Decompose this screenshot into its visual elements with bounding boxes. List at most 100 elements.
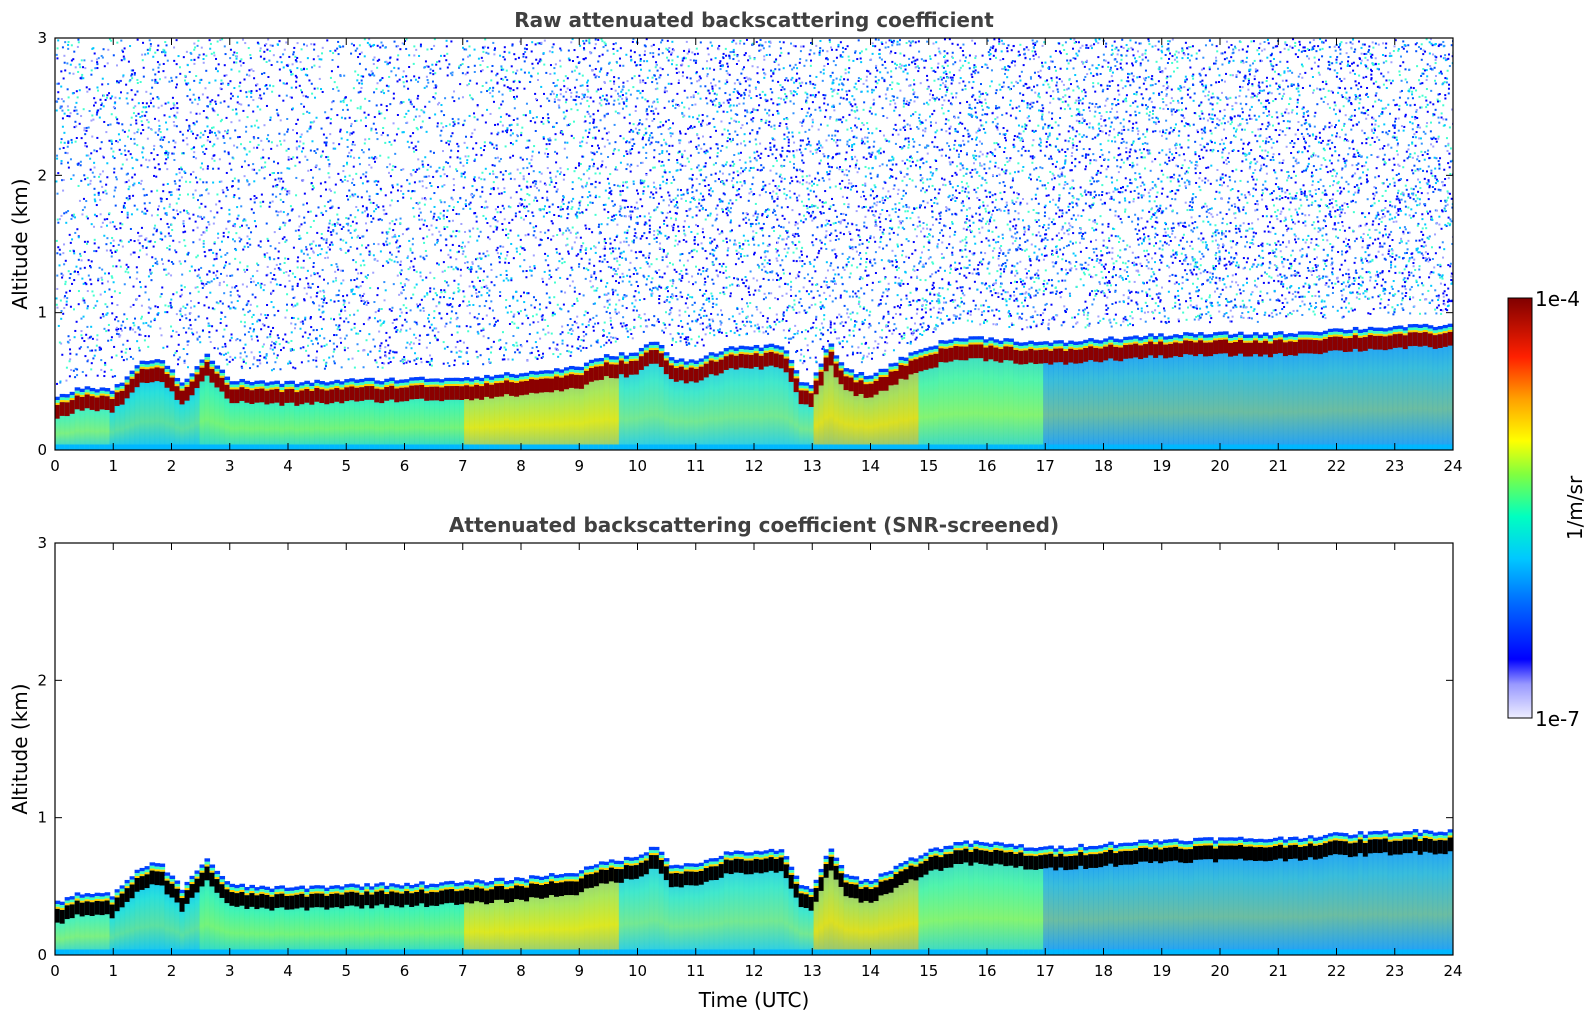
- noise-pixel: [332, 88, 335, 91]
- noise-pixel: [81, 370, 84, 373]
- noise-pixel: [372, 242, 375, 245]
- noise-pixel: [270, 300, 273, 303]
- noise-pixel: [373, 210, 376, 213]
- noise-pixel: [213, 143, 216, 146]
- noise-pixel: [245, 125, 248, 128]
- noise-pixel: [458, 325, 461, 328]
- noise-pixel: [557, 267, 560, 270]
- noise-pixel: [487, 337, 490, 340]
- noise-pixel: [214, 100, 217, 103]
- noise-pixel: [504, 257, 507, 260]
- noise-pixel: [578, 96, 581, 99]
- noise-pixel: [189, 318, 192, 321]
- noise-pixel: [357, 332, 360, 335]
- noise-pixel: [482, 328, 485, 331]
- noise-pixel: [434, 336, 437, 339]
- noise-pixel: [539, 209, 542, 212]
- noise-pixel: [83, 129, 86, 132]
- noise-pixel: [77, 41, 80, 44]
- noise-pixel: [608, 298, 611, 301]
- noise-pixel: [97, 193, 100, 196]
- noise-pixel: [89, 278, 92, 281]
- noise-pixel: [365, 222, 368, 225]
- noise-pixel: [68, 277, 71, 280]
- noise-pixel: [129, 227, 132, 230]
- noise-pixel: [80, 317, 83, 320]
- noise-pixel: [66, 297, 69, 300]
- noise-pixel: [208, 81, 211, 84]
- noise-pixel: [368, 195, 371, 198]
- noise-pixel: [296, 156, 299, 159]
- noise-pixel: [552, 92, 555, 95]
- noise-pixel: [209, 210, 212, 213]
- noise-pixel: [519, 238, 522, 241]
- noise-pixel: [496, 72, 499, 75]
- noise-pixel: [186, 366, 189, 369]
- noise-pixel: [294, 74, 297, 77]
- noise-pixel: [278, 40, 281, 43]
- noise-pixel: [602, 203, 605, 206]
- noise-pixel: [555, 251, 558, 254]
- noise-pixel: [162, 138, 165, 141]
- noise-pixel: [118, 148, 121, 151]
- noise-pixel: [495, 176, 498, 179]
- noise-pixel: [578, 162, 581, 165]
- noise-pixel: [592, 302, 595, 305]
- noise-pixel: [399, 271, 402, 274]
- noise-pixel: [364, 138, 367, 141]
- noise-pixel: [455, 266, 458, 269]
- noise-pixel: [193, 146, 196, 149]
- noise-pixel: [264, 314, 267, 317]
- noise-pixel: [239, 352, 242, 355]
- noise-pixel: [523, 60, 526, 63]
- noise-pixel: [100, 225, 103, 228]
- noise-pixel: [107, 83, 110, 86]
- noise-pixel: [566, 227, 569, 230]
- noise-pixel: [186, 303, 189, 306]
- noise-pixel: [302, 322, 305, 325]
- noise-pixel: [175, 291, 178, 294]
- noise-pixel: [244, 333, 247, 336]
- noise-pixel: [265, 222, 268, 225]
- noise-pixel: [299, 140, 302, 143]
- noise-pixel: [94, 349, 97, 352]
- noise-pixel: [623, 155, 626, 158]
- noise-pixel: [312, 302, 315, 305]
- noise-pixel: [382, 126, 385, 129]
- noise-pixel: [376, 259, 379, 262]
- noise-pixel: [190, 130, 193, 133]
- noise-pixel: [206, 139, 209, 142]
- noise-pixel: [534, 236, 537, 239]
- noise-pixel: [591, 144, 594, 147]
- noise-pixel: [114, 249, 117, 252]
- noise-pixel: [320, 297, 323, 300]
- noise-pixel: [285, 41, 288, 44]
- noise-pixel: [553, 98, 556, 101]
- noise-pixel: [619, 241, 622, 244]
- noise-pixel: [293, 296, 296, 299]
- noise-pixel: [312, 250, 315, 253]
- noise-pixel: [393, 351, 396, 354]
- noise-pixel: [128, 185, 131, 188]
- noise-pixel: [514, 290, 517, 293]
- noise-pixel: [508, 322, 511, 325]
- noise-pixel: [577, 347, 580, 350]
- noise-pixel: [362, 259, 365, 262]
- noise-pixel: [291, 272, 294, 275]
- noise-pixel: [578, 263, 581, 266]
- noise-pixel: [88, 110, 91, 113]
- noise-pixel: [321, 150, 324, 153]
- noise-pixel: [509, 206, 512, 209]
- noise-pixel: [287, 362, 290, 365]
- noise-pixel: [202, 61, 205, 64]
- noise-pixel: [523, 199, 526, 202]
- noise-pixel: [281, 237, 284, 240]
- noise-pixel: [410, 297, 413, 300]
- noise-pixel: [622, 81, 625, 84]
- noise-pixel: [630, 59, 633, 62]
- noise-pixel: [180, 284, 183, 287]
- noise-pixel: [496, 252, 499, 255]
- noise-pixel: [127, 60, 130, 63]
- noise-pixel: [433, 212, 436, 215]
- noise-pixel: [503, 346, 506, 349]
